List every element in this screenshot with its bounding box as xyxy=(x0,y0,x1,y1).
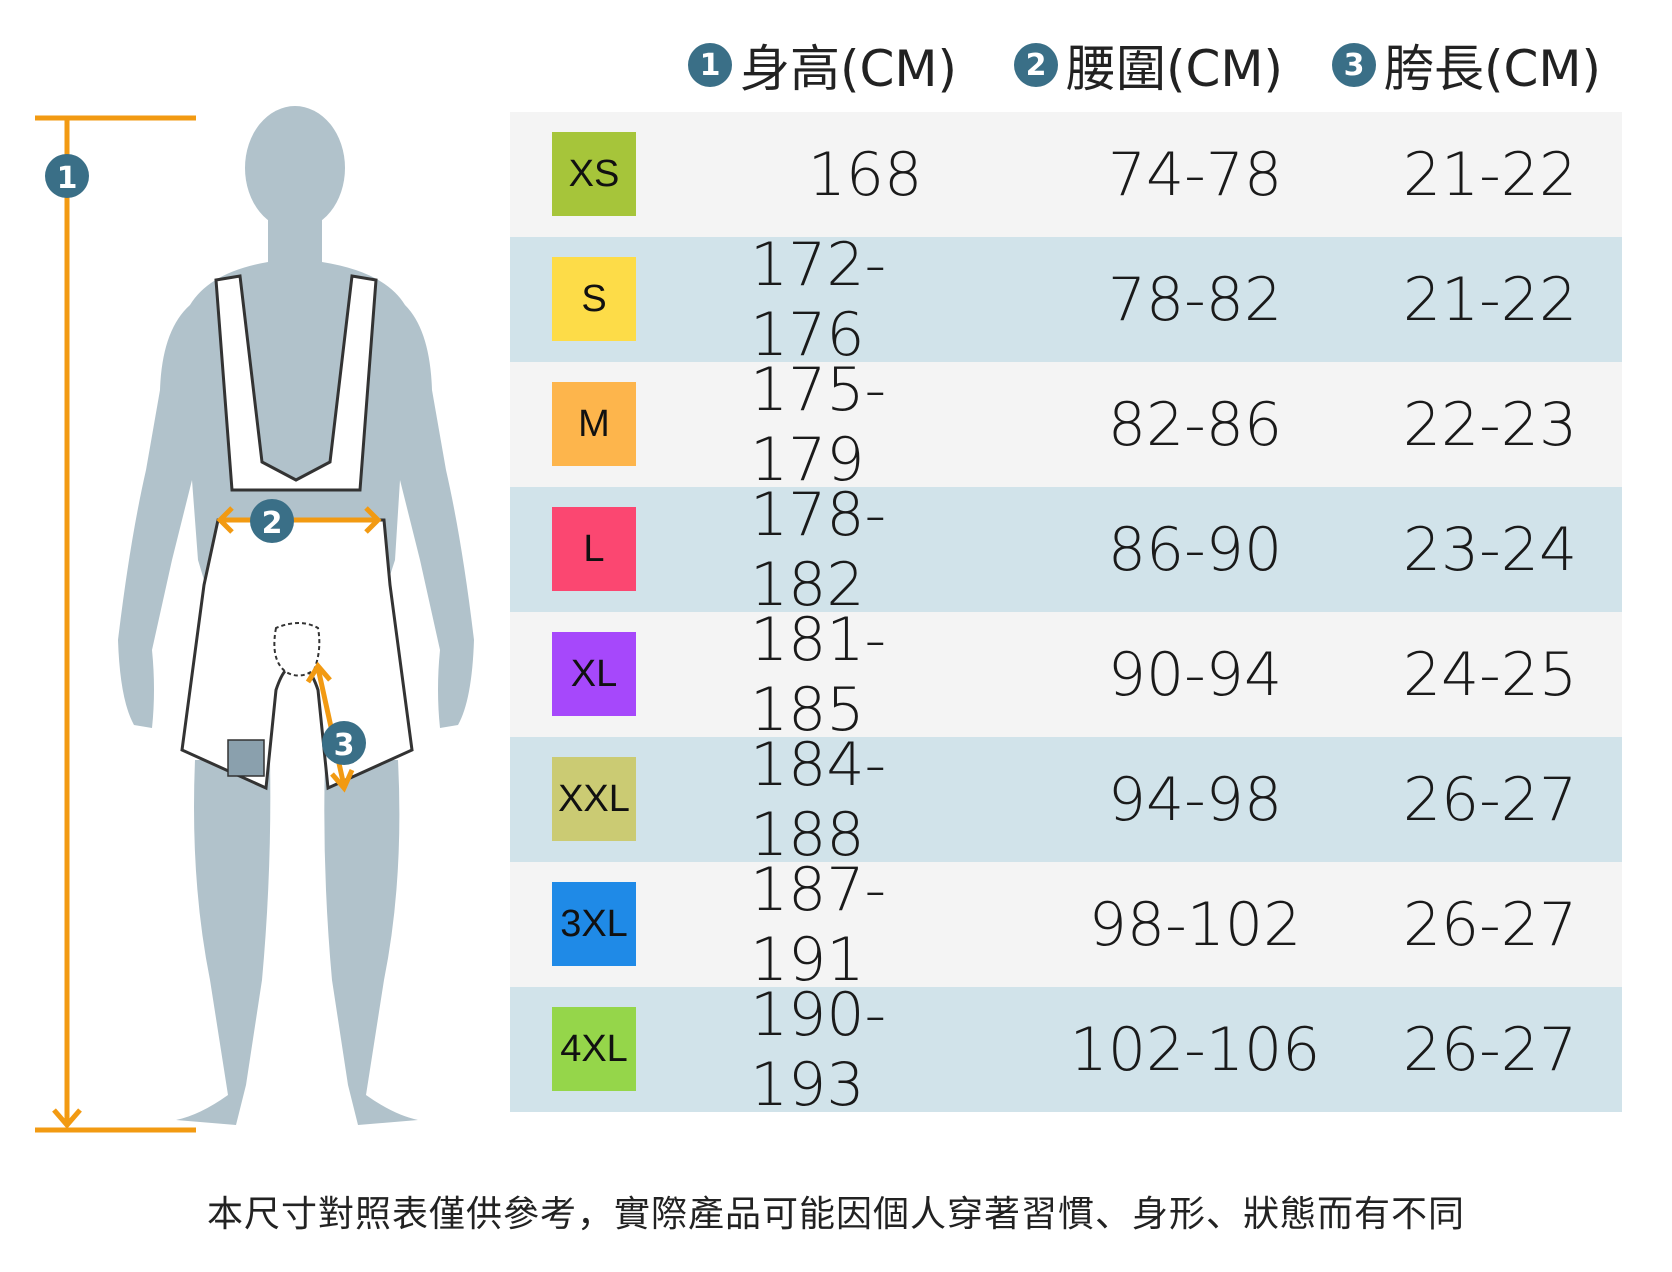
height-cell: 181-185 xyxy=(750,604,887,745)
inseam-cell: 21-22 xyxy=(1402,139,1578,210)
size-badge: XXL xyxy=(552,757,636,841)
table-row: 3XL 187-191 98-102 26-27 xyxy=(510,854,1622,995)
height-cell: 187-191 xyxy=(750,854,887,995)
size-badge: 4XL xyxy=(552,1007,636,1091)
table-row: L 178-182 86-90 23-24 xyxy=(510,479,1622,620)
size-badge: S xyxy=(552,257,636,341)
size-badge: XL xyxy=(552,632,636,716)
size-badge: L xyxy=(552,507,636,591)
table-row: XL 181-185 90-94 24-25 xyxy=(510,604,1622,745)
marker-2-label: 2 xyxy=(262,506,283,541)
height-cell: 184-188 xyxy=(750,729,887,870)
size-badge: XS xyxy=(552,132,636,216)
waist-cell: 82-86 xyxy=(1107,389,1283,460)
waist-cell: 98-102 xyxy=(1088,889,1302,960)
waist-cell: 78-82 xyxy=(1107,264,1283,335)
header-waist: 2 腰圍(CM) xyxy=(1014,30,1283,100)
header-3-badge-icon: 3 xyxy=(1332,43,1376,87)
body-figure: 1 2 3 xyxy=(35,106,474,1133)
waist-cell: 94-98 xyxy=(1107,764,1283,835)
body-silhouette xyxy=(118,106,474,1125)
waist-cell: 102-106 xyxy=(1069,1014,1321,1085)
size-badge: 3XL xyxy=(552,882,636,966)
header-inseam: 3 胯長(CM) xyxy=(1332,30,1601,100)
marker-2-icon xyxy=(250,499,294,543)
table-row: M 175-179 82-86 22-23 xyxy=(510,354,1622,495)
table-row: 4XL 190-193 102-106 26-27 xyxy=(510,979,1622,1120)
header-height: 1 身高(CM) xyxy=(688,30,957,100)
height-measure-line xyxy=(35,115,196,1133)
height-cell: 178-182 xyxy=(750,479,887,620)
waist-cell: 90-94 xyxy=(1107,639,1283,710)
marker-1-icon xyxy=(45,154,89,198)
header-inseam-label: 胯長(CM) xyxy=(1384,40,1602,98)
table-row: S 172-176 78-82 21-22 xyxy=(510,229,1622,370)
table-row: XXL 184-188 94-98 26-27 xyxy=(510,729,1622,870)
marker-1-label: 1 xyxy=(57,161,78,196)
height-cell: 168 xyxy=(807,139,923,210)
table-row: XS 168 74-78 21-22 xyxy=(510,112,1622,237)
inseam-cell: 26-27 xyxy=(1402,764,1578,835)
header-waist-label: 腰圍(CM) xyxy=(1066,40,1284,98)
inseam-cell: 21-22 xyxy=(1402,264,1578,335)
inseam-cell: 23-24 xyxy=(1402,514,1578,585)
bib-shorts xyxy=(180,274,414,791)
marker-3-icon xyxy=(322,721,366,765)
marker-3-label: 3 xyxy=(334,728,355,763)
waist-cell: 86-90 xyxy=(1107,514,1283,585)
inseam-cell: 22-23 xyxy=(1402,389,1578,460)
height-cell: 190-193 xyxy=(750,979,887,1120)
header-height-label: 身高(CM) xyxy=(740,40,958,98)
inseam-cell: 26-27 xyxy=(1402,1014,1578,1085)
footnote: 本尺寸對照表僅供參考，實際產品可能因個人穿著習慣、身形、狀態而有不同 xyxy=(206,1194,1465,1235)
inseam-cell: 24-25 xyxy=(1402,639,1578,710)
height-cell: 172-176 xyxy=(750,229,887,370)
height-cell: 175-179 xyxy=(750,354,887,495)
brand-logo xyxy=(227,739,265,777)
size-badge: M xyxy=(552,382,636,466)
waist-measure-line xyxy=(216,506,382,534)
inseam-cell: 26-27 xyxy=(1402,889,1578,960)
waist-cell: 74-78 xyxy=(1107,139,1283,210)
header-2-badge-icon: 2 xyxy=(1014,43,1058,87)
header-1-badge-icon: 1 xyxy=(688,43,732,87)
